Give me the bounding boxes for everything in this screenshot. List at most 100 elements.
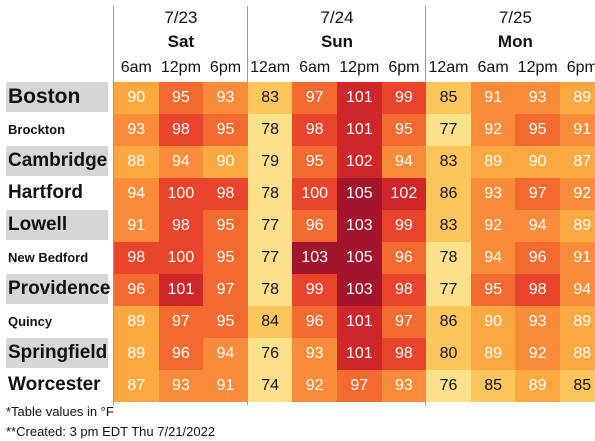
value-cell: 78: [247, 274, 293, 306]
value-cell: 95: [203, 306, 248, 338]
value-cell: 85: [470, 370, 516, 402]
city-label: Boston: [6, 82, 108, 112]
value-cell: 95: [203, 114, 248, 146]
value-cell: 96: [292, 306, 337, 338]
city-label: New Bedford: [8, 249, 89, 265]
value-cell: 77: [247, 210, 293, 242]
value-cell: 98: [292, 114, 337, 146]
value-cell: 100: [292, 178, 337, 210]
value-cell: 91: [560, 114, 595, 146]
value-cell: 93: [292, 338, 337, 370]
value-cell: 98: [381, 338, 427, 370]
value-cell: 97: [292, 82, 337, 114]
value-cell: 92: [560, 178, 595, 210]
value-cell: 93: [158, 370, 204, 402]
value-cell: 96: [114, 274, 159, 306]
value-cell: 96: [292, 210, 337, 242]
value-cell: 98: [515, 274, 560, 306]
value-cell: 79: [247, 146, 293, 178]
value-cell: 99: [381, 82, 427, 114]
value-cell: 94: [158, 146, 204, 178]
value-cell: 99: [381, 210, 427, 242]
value-cell: 80: [426, 338, 471, 370]
value-cell: 83: [426, 146, 471, 178]
value-cell: 101: [337, 114, 382, 146]
city-label: Worcester: [8, 374, 101, 395]
day-name: Mon: [497, 32, 533, 51]
value-cell: 96: [515, 242, 560, 274]
value-cell: 86: [426, 178, 471, 210]
hour-label: 12pm: [517, 59, 558, 76]
value-cell: 97: [515, 178, 560, 210]
value-cell: 100: [158, 242, 204, 274]
value-cell: 102: [337, 146, 382, 178]
value-cell: 89: [470, 146, 516, 178]
value-cell: 90: [470, 306, 516, 338]
hour-label: 12am: [250, 59, 291, 76]
value-cell: 78: [247, 114, 293, 146]
value-cell: 98: [203, 178, 248, 210]
value-cell: 101: [337, 82, 382, 114]
city-label: Providence: [6, 274, 110, 304]
value-cell: 103: [337, 210, 382, 242]
value-cell: 93: [470, 178, 516, 210]
value-cell: 101: [337, 338, 382, 370]
value-cell: 97: [381, 306, 427, 338]
value-cell: 100: [158, 178, 204, 210]
city-label: Cambridge: [6, 146, 108, 176]
hour-label: 6am: [477, 59, 509, 76]
value-cell: 103: [292, 242, 337, 274]
hour-label: 6am: [120, 59, 152, 76]
value-cell: 98: [158, 210, 204, 242]
footnote: **Created: 3 pm EDT Thu 7/21/2022: [6, 424, 216, 439]
value-cell: 101: [158, 274, 204, 306]
value-cell: 92: [292, 370, 337, 402]
value-cell: 90: [114, 82, 159, 114]
value-cell: 90: [515, 146, 560, 178]
value-cell: 89: [560, 306, 595, 338]
value-cell: 94: [381, 146, 427, 178]
value-cell: 85: [426, 82, 471, 114]
value-cell: 97: [158, 306, 204, 338]
value-cell: 101: [337, 306, 382, 338]
value-cell: 92: [515, 338, 560, 370]
value-cell: 93: [515, 306, 560, 338]
city-label: Springfield: [6, 338, 108, 368]
hour-label: 12pm: [339, 59, 380, 76]
day-date: 7/25: [498, 8, 532, 27]
value-cell: 102: [381, 178, 427, 210]
value-cell: 76: [247, 338, 293, 370]
day-name: Sat: [167, 32, 195, 51]
value-cell: 87: [114, 370, 159, 402]
value-cell: 90: [203, 146, 248, 178]
value-cell: 105: [337, 242, 382, 274]
value-cell: 77: [247, 242, 293, 274]
value-cell: 98: [381, 274, 427, 306]
value-cell: 91: [560, 242, 595, 274]
value-cell: 87: [560, 146, 595, 178]
city-label: Hartford: [8, 182, 83, 203]
value-cell: 105: [337, 178, 382, 210]
value-cell: 94: [470, 242, 516, 274]
value-cell: 95: [470, 274, 516, 306]
value-cell: 89: [470, 338, 516, 370]
value-cell: 97: [337, 370, 382, 402]
value-cell: 86: [426, 306, 471, 338]
value-cell: 93: [203, 82, 248, 114]
value-cell: 94: [114, 178, 159, 210]
day-name: Sun: [320, 32, 354, 51]
value-cell: 95: [292, 146, 337, 178]
city-label: Brockton: [8, 121, 66, 137]
value-cell: 89: [114, 338, 159, 370]
value-cell: 89: [560, 210, 595, 242]
value-cell: 93: [381, 370, 427, 402]
value-cell: 94: [560, 274, 595, 306]
value-cell: 77: [426, 274, 471, 306]
value-cell: 92: [470, 114, 516, 146]
value-cell: 85: [560, 370, 595, 402]
value-cell: 89: [560, 82, 595, 114]
hour-label: 6am: [299, 59, 331, 76]
value-cell: 93: [515, 82, 560, 114]
value-cell: 88: [560, 338, 595, 370]
